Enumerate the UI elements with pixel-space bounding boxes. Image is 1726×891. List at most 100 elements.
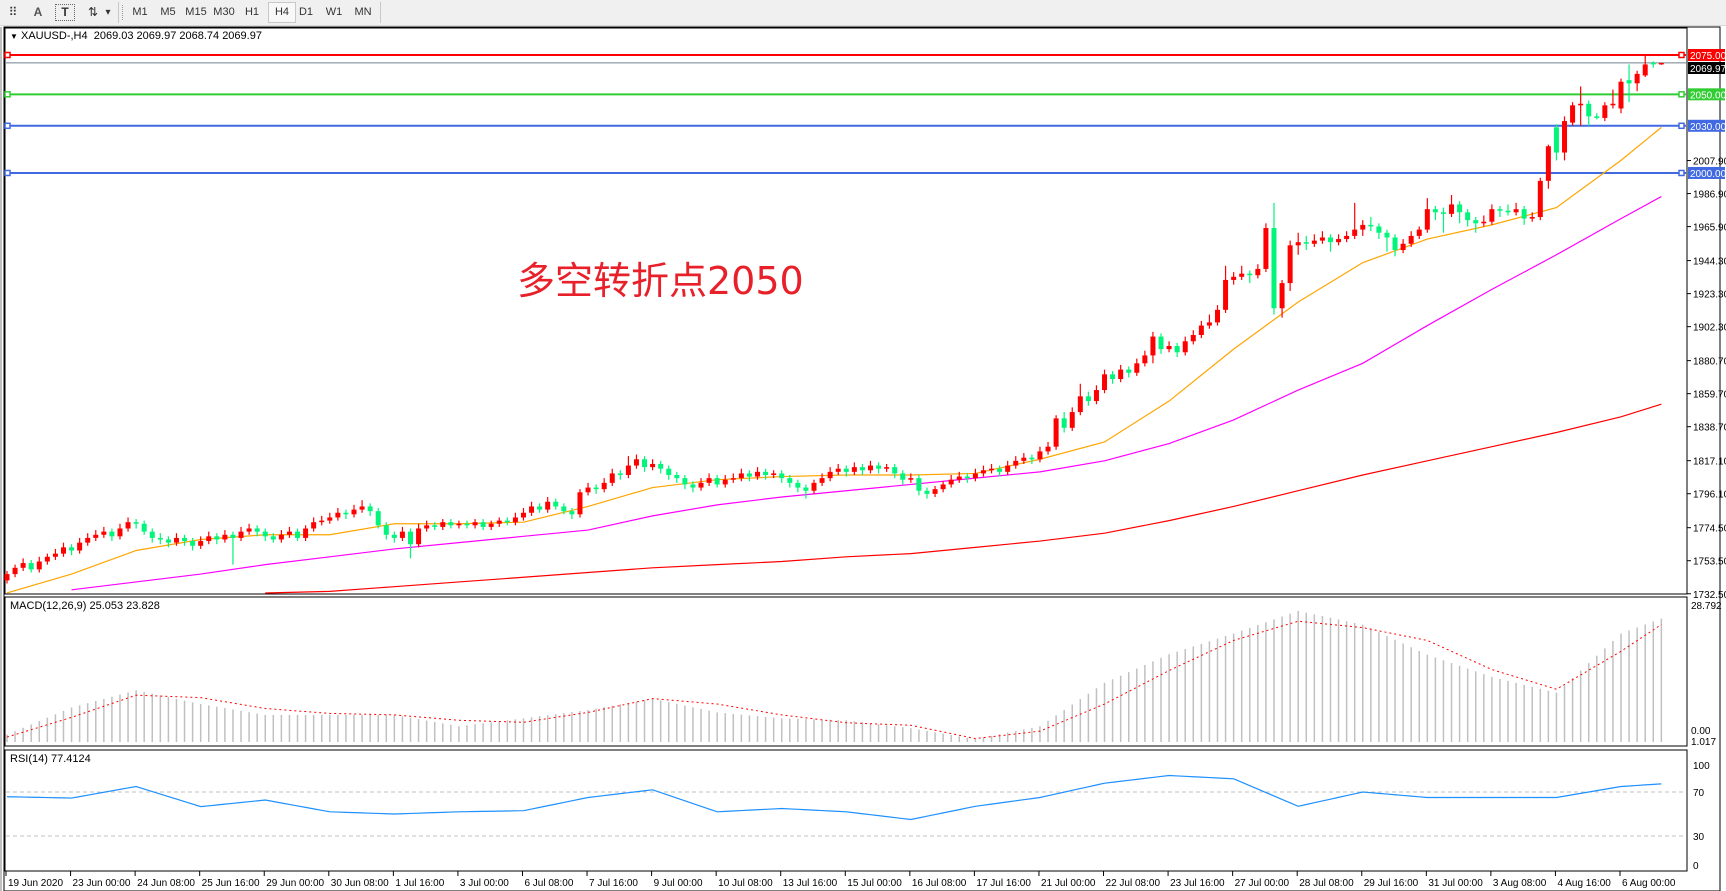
candle-bullish bbox=[93, 530, 99, 542]
time-tick-label: 21 Jul 00:00 bbox=[1041, 878, 1096, 889]
macd-panel[interactable] bbox=[4, 596, 1688, 747]
candle-body bbox=[1360, 224, 1366, 230]
timeframe-h4[interactable]: H4 bbox=[268, 2, 296, 23]
candle-bullish bbox=[173, 533, 179, 546]
candle-bullish bbox=[1215, 305, 1220, 326]
candle-bullish bbox=[1610, 89, 1616, 109]
chart-frame bbox=[3, 26, 1721, 891]
candle-bearish bbox=[28, 559, 34, 573]
text-label-icon[interactable]: T bbox=[55, 4, 75, 21]
candle-bearish bbox=[746, 470, 752, 482]
time-tick-label: 17 Jul 16:00 bbox=[976, 878, 1031, 889]
text-icon[interactable]: A bbox=[33, 5, 43, 19]
candle-bearish bbox=[859, 463, 865, 475]
timeframe-m30[interactable]: M30 bbox=[213, 6, 235, 18]
candle-bullish bbox=[520, 508, 526, 521]
main-panel[interactable] bbox=[4, 27, 1688, 595]
candle-body bbox=[1021, 457, 1027, 461]
candle-bullish bbox=[625, 456, 631, 479]
candle-bearish bbox=[295, 528, 301, 542]
candle-body bbox=[1126, 369, 1132, 373]
candle-bullish bbox=[246, 523, 252, 535]
candle-bullish bbox=[585, 482, 591, 496]
level-tag-label: 2000.00 bbox=[1690, 169, 1726, 180]
candle-body bbox=[1505, 210, 1511, 213]
candle-bullish bbox=[440, 519, 446, 531]
candle-bullish bbox=[1489, 204, 1495, 225]
annotation-text[interactable]: 多空转折点2050 bbox=[517, 259, 804, 303]
toolbar-grip[interactable] bbox=[122, 5, 126, 20]
candle-body bbox=[109, 531, 115, 537]
time-tick-label: 30 Jun 08:00 bbox=[331, 878, 389, 889]
timeframe-m5[interactable]: M5 bbox=[160, 6, 176, 18]
candle-bearish bbox=[561, 503, 567, 515]
candle-bearish bbox=[1553, 124, 1559, 161]
candle-bullish bbox=[908, 473, 914, 483]
candle-bullish bbox=[1013, 456, 1019, 469]
candle-bullish bbox=[303, 525, 309, 542]
candle-bullish bbox=[278, 530, 284, 543]
candle-body bbox=[1061, 418, 1067, 428]
timeframe-d1[interactable]: D1 bbox=[298, 6, 314, 18]
candle-bullish bbox=[1231, 272, 1237, 285]
grid-icon[interactable]: ⠿ bbox=[8, 5, 18, 19]
candle-bearish bbox=[1505, 204, 1511, 216]
candle-bearish bbox=[1029, 454, 1035, 464]
arrows-icon[interactable]: ⇅ bbox=[87, 5, 99, 19]
candle-body bbox=[1279, 283, 1285, 309]
candle-body bbox=[496, 520, 502, 524]
time-tick-label: 16 Jul 08:00 bbox=[912, 878, 967, 889]
candle-bullish bbox=[730, 473, 736, 483]
candle-body bbox=[1658, 62, 1664, 65]
candle-body bbox=[117, 528, 123, 537]
candle-bearish bbox=[964, 473, 970, 483]
candle-bullish bbox=[1529, 212, 1535, 222]
candle-bearish bbox=[1061, 412, 1067, 433]
candle-body bbox=[569, 511, 575, 515]
candle-body bbox=[157, 537, 163, 540]
chevron-down-icon[interactable]: ▾ bbox=[105, 7, 111, 18]
timeframe-m15[interactable]: M15 bbox=[185, 6, 207, 18]
candle-bearish bbox=[779, 470, 785, 483]
candle-bullish bbox=[4, 570, 10, 584]
candle-body bbox=[270, 536, 276, 540]
candle-bullish bbox=[52, 548, 58, 560]
macd-indicator: 28.792 0.001.017 bbox=[6, 601, 1722, 748]
candle-bullish bbox=[1481, 215, 1487, 227]
candle-body bbox=[1416, 229, 1422, 236]
candle-body bbox=[391, 534, 397, 538]
rsi-axis-label: 70 bbox=[1693, 788, 1705, 799]
candle-bullish bbox=[1053, 415, 1059, 450]
rsi-line bbox=[6, 774, 1662, 821]
candle-bullish bbox=[472, 519, 478, 529]
candle-bullish bbox=[1352, 202, 1358, 240]
candle-bullish bbox=[1223, 265, 1229, 313]
timeframe-w1[interactable]: W1 bbox=[325, 6, 343, 18]
chart-window[interactable]: 2007.90 1986.90 1965.90 1944.30 1923.30 1902.… bbox=[0, 26, 1726, 891]
candle-body bbox=[1118, 369, 1124, 380]
candle-body bbox=[165, 539, 171, 543]
candle-bearish bbox=[1432, 206, 1438, 221]
candle-body bbox=[1182, 341, 1188, 353]
candle-body bbox=[85, 537, 91, 543]
candle-bullish bbox=[1150, 331, 1156, 364]
candle-bearish bbox=[1085, 391, 1091, 406]
candle-bearish bbox=[141, 520, 147, 535]
candle-body bbox=[819, 478, 825, 483]
price-tick-label: 1902.30 bbox=[1693, 323, 1726, 334]
candle-bullish bbox=[1642, 55, 1648, 78]
candle-body bbox=[585, 487, 591, 493]
candle-body bbox=[520, 512, 526, 518]
candle-body bbox=[900, 473, 906, 480]
timeframe-h1[interactable]: H1 bbox=[244, 6, 260, 18]
time-tick-label: 19 Jun 2020 bbox=[8, 878, 63, 889]
candle-bearish bbox=[1247, 270, 1253, 284]
timeframe-mn[interactable]: MN bbox=[354, 6, 372, 18]
candle-body bbox=[1037, 451, 1043, 460]
candle-bearish bbox=[876, 462, 882, 474]
candle-bullish bbox=[1570, 102, 1576, 126]
triangle-down-icon[interactable]: ▼ bbox=[10, 32, 18, 41]
timeframe-m1[interactable]: M1 bbox=[132, 6, 148, 18]
time-tick-label: 28 Jul 08:00 bbox=[1299, 878, 1354, 889]
rsi-panel[interactable] bbox=[4, 749, 1688, 872]
